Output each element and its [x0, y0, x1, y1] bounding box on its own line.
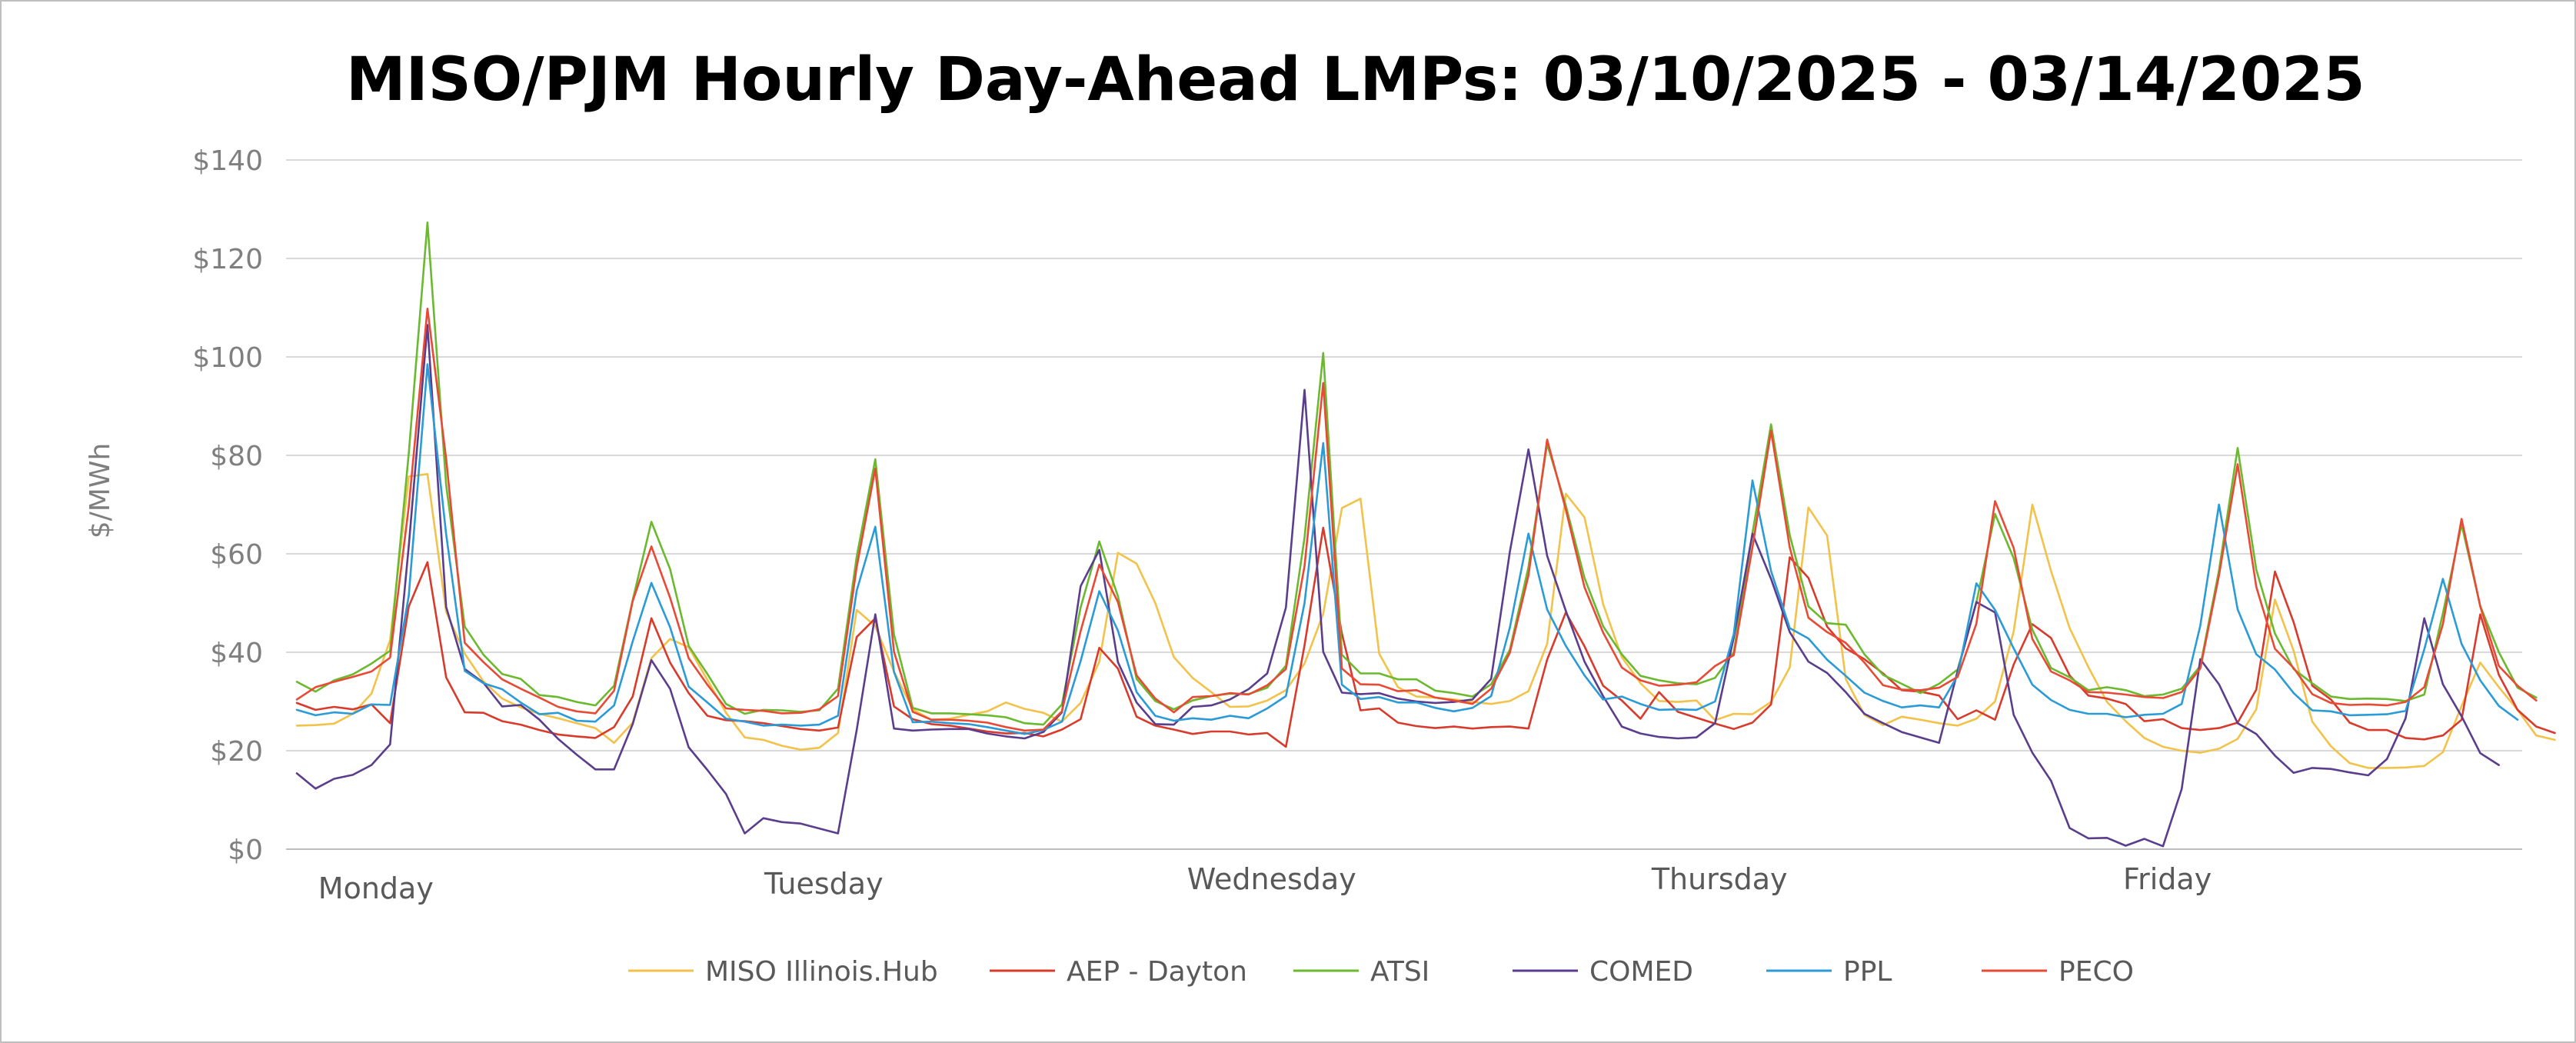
x-tick-label: Friday	[2123, 862, 2212, 896]
x-tick-label: Monday	[318, 871, 434, 905]
series-line-5	[295, 307, 2538, 732]
series-line-2	[295, 221, 2538, 726]
x-tick-label: Wednesday	[1187, 862, 1356, 896]
y-tick-label: $120	[192, 244, 263, 275]
y-tick-label: $100	[192, 342, 263, 374]
x-tick-label: Thursday	[1651, 862, 1788, 896]
legend-label: PPL	[1843, 956, 1892, 988]
y-tick-label: $0	[228, 835, 263, 866]
series-lines	[295, 221, 2556, 848]
y-tick-label: $140	[192, 145, 263, 177]
chart-title: MISO/PJM Hourly Day-Ahead LMPs: 03/10/20…	[346, 45, 2365, 115]
series-line-1	[295, 526, 2556, 748]
legend-label: PECO	[2058, 956, 2134, 988]
legend-label: ATSI	[1370, 956, 1429, 988]
y-tick-label: $60	[210, 539, 263, 571]
series-line-4	[295, 363, 2519, 735]
y-tick-label: $80	[210, 441, 263, 472]
legend-label: AEP - Dayton	[1067, 956, 1247, 988]
legend-label: MISO Illinois.Hub	[705, 956, 938, 988]
legend-label: COMED	[1589, 956, 1693, 988]
x-tick-label: Tuesday	[764, 867, 884, 901]
series-line-3	[295, 324, 2500, 848]
y-axis-label: $/MWh	[85, 443, 116, 539]
legend: MISO Illinois.Hub AEP - Dayton ATSI COMED PP…	[628, 956, 2134, 988]
x-axis-ticks: Monday Tuesday Wednesday Thursday Friday	[318, 862, 2212, 905]
y-tick-label: $40	[210, 638, 263, 669]
y-tick-label: $20	[210, 736, 263, 768]
y-axis-ticks: $0 $20 $40 $60 $80 $100 $120 $140	[192, 145, 263, 866]
gridlines	[286, 159, 2522, 850]
